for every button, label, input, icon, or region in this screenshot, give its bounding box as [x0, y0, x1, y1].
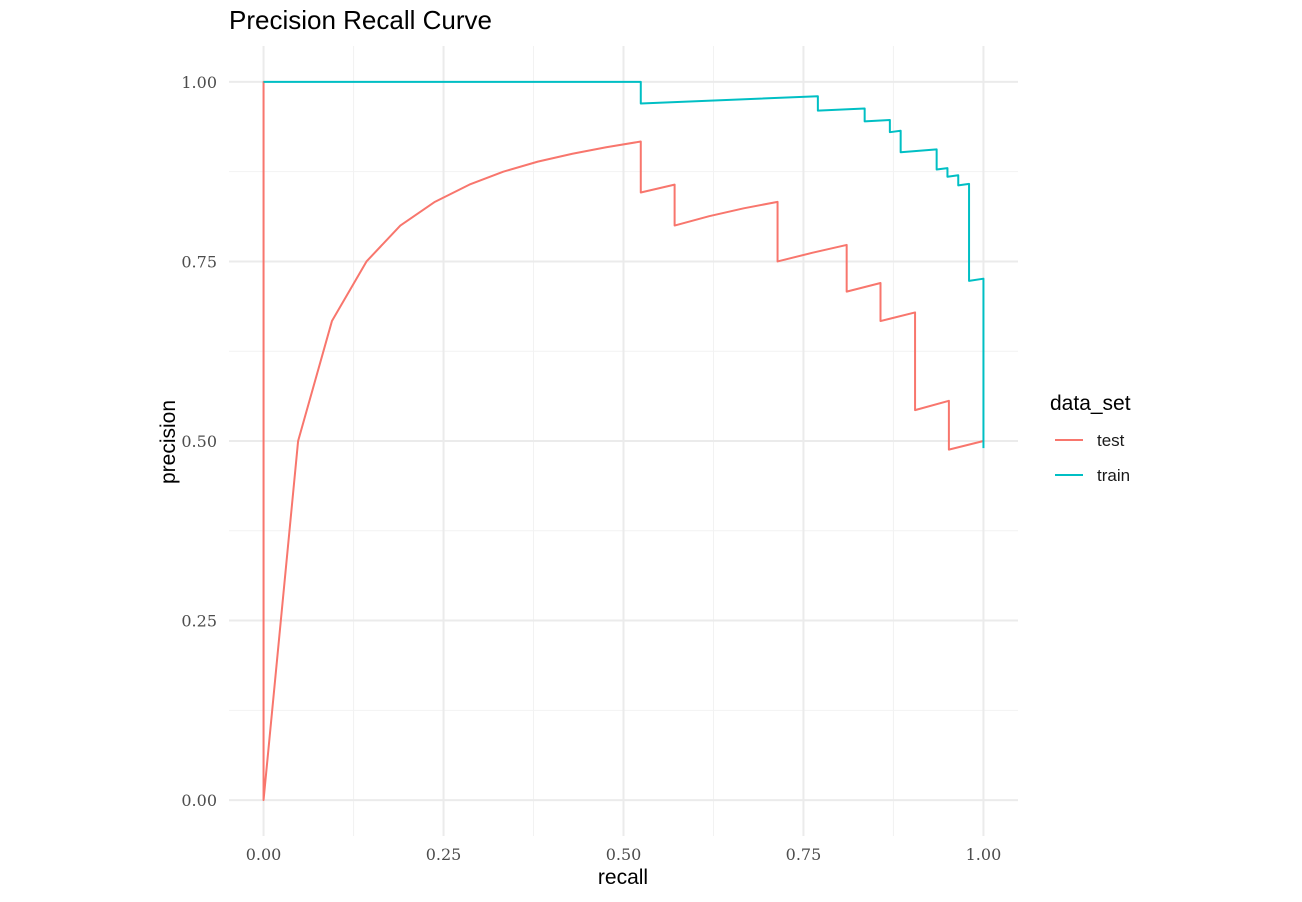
series-layer — [262, 80, 985, 802]
x-tick-label: 0.00 — [246, 845, 282, 864]
series-line-train — [263, 80, 985, 449]
y-tick-labels: 0.00 0.25 0.50 0.75 1.00 — [181, 73, 217, 810]
y-tick-label: 0.50 — [181, 432, 217, 451]
legend: data_set test train — [1050, 392, 1131, 485]
y-tick-label: 0.25 — [181, 612, 217, 631]
chart-title: Precision Recall Curve — [229, 5, 492, 35]
legend-item-train: train — [1055, 466, 1130, 485]
legend-label-test: test — [1097, 431, 1125, 450]
y-tick-label: 0.00 — [181, 791, 217, 810]
legend-item-test: test — [1055, 431, 1125, 450]
legend-title: data_set — [1050, 392, 1131, 415]
series-line-test — [262, 80, 984, 802]
y-tick-label: 1.00 — [181, 73, 217, 92]
x-tick-label: 1.00 — [966, 845, 1002, 864]
x-tick-label: 0.25 — [426, 845, 462, 864]
x-tick-label: 0.50 — [606, 845, 642, 864]
y-axis-title: precision — [157, 400, 180, 484]
legend-label-train: train — [1097, 466, 1130, 485]
y-tick-label: 0.75 — [181, 252, 217, 271]
x-axis-title: recall — [598, 866, 648, 889]
x-tick-labels: 0.00 0.25 0.50 0.75 1.00 — [246, 845, 1002, 864]
x-tick-label: 0.75 — [786, 845, 822, 864]
